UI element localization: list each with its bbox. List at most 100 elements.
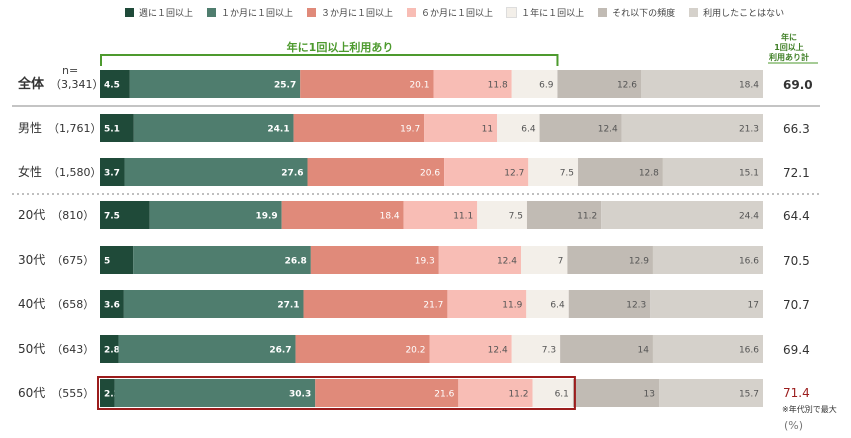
row-label: 60代 （555） [18, 386, 94, 401]
bar-segment [511, 70, 558, 98]
total-column-header: 年に 1回以上 利用あり計 [765, 33, 813, 63]
legend-swatch [207, 7, 217, 17]
row-n: （658） [51, 298, 95, 311]
bar-value-label: 2.8 [104, 346, 120, 356]
bar-value-label: 14 [637, 346, 649, 356]
bar-segment [526, 290, 569, 318]
bar-value-label: 12.3 [626, 301, 646, 311]
bar-segment [650, 290, 763, 318]
bar-value-label: 7.5 [104, 212, 120, 222]
row-label: 男性 （1,761） [18, 121, 102, 136]
row-total-value: 72.1 [783, 166, 810, 180]
bar-value-label: 24.1 [267, 125, 289, 135]
bar-segment [447, 290, 527, 318]
bar-value-label: 16.6 [739, 346, 759, 356]
row-group: 女性 [18, 165, 43, 179]
bar-value-label: 17 [748, 301, 759, 311]
legend-item: それ以下の頻度 [598, 6, 675, 19]
bar-segment [641, 70, 763, 98]
bar-value-label: 7.5 [560, 169, 574, 179]
bar-segment [129, 70, 301, 98]
row-total-value: 69.4 [783, 343, 810, 357]
bar-segment [424, 114, 498, 142]
bar-segment [458, 379, 533, 407]
bar-segment [601, 201, 763, 229]
bar-value-label: 6.9 [539, 81, 554, 91]
total-header-line: 1回以上 [774, 43, 804, 52]
yearly-use-bracket [100, 54, 559, 66]
bar-value-label: 3.7 [104, 169, 120, 179]
row-total-value: 66.3 [783, 122, 810, 136]
row-total-value: 69.0 [783, 78, 813, 92]
bar-value-label: 20.1 [409, 81, 429, 91]
bar-segment [511, 335, 561, 363]
bar-segment [133, 114, 294, 142]
bar-segment [532, 379, 573, 407]
bar-segment [557, 70, 642, 98]
bar-value-label: 26.7 [269, 346, 291, 356]
row-n: （555） [51, 387, 95, 400]
bar-value-label: 19.9 [255, 212, 277, 222]
bar-segment [303, 290, 448, 318]
bar-segment [307, 158, 445, 186]
bar-segment [293, 114, 425, 142]
bar-value-label: 5 [104, 257, 110, 267]
bar-segment [100, 114, 134, 142]
bar-value-label: 21.6 [434, 390, 454, 400]
row-n: （3,341） [50, 78, 104, 91]
bar-segment [659, 379, 763, 407]
row-total-value: 64.4 [783, 209, 810, 223]
bar-segment [526, 201, 602, 229]
bar-segment [123, 290, 304, 318]
bar-segment [315, 379, 459, 407]
bar-segment [100, 335, 119, 363]
bar-value-label: 6.1 [555, 390, 569, 400]
bar-segment [528, 158, 579, 186]
bar-segment [100, 70, 130, 98]
bar-segment [444, 158, 529, 186]
bar-value-label: 12.4 [598, 125, 618, 135]
bar-segment [114, 379, 316, 407]
row-group: 40代 [18, 297, 46, 311]
bar-value-label: 24.4 [739, 212, 759, 222]
row-total-value: 70.7 [783, 298, 810, 312]
bar-segment [568, 290, 651, 318]
bar-value-label: 13 [644, 390, 655, 400]
bar-value-label: 19.7 [400, 125, 420, 135]
bar-value-label: 5.1 [104, 125, 120, 135]
bar-value-label: 18.4 [380, 212, 400, 222]
legend-label: ６か月に１回以上 [421, 8, 494, 19]
legend-label: ３か月に１回以上 [321, 8, 394, 19]
bar-segment [652, 246, 763, 274]
legend-item: ３か月に１回以上 [307, 6, 393, 19]
row-label: 30代 （675） [18, 253, 94, 268]
bar-value-label: 7 [558, 257, 564, 267]
row-n: （1,580） [48, 166, 102, 179]
row-total-value: 71.4 [783, 386, 810, 400]
row-group: 全体 [18, 77, 45, 92]
bar-value-label: 12.7 [504, 169, 524, 179]
bar-value-label: 4.5 [104, 81, 120, 91]
bar-value-label: 12.6 [617, 81, 637, 91]
legend-item: １年に１回以上 [506, 6, 584, 19]
bar-segment [438, 246, 522, 274]
bar-value-label: 30.3 [289, 390, 311, 400]
bar-value-label: 12.4 [488, 346, 508, 356]
bar-segment [100, 246, 134, 274]
row-label: 50代 （643） [18, 342, 94, 357]
bar-segment [300, 70, 434, 98]
bar-value-label: 3.6 [104, 301, 120, 311]
bar-segment [281, 201, 404, 229]
bar-value-label: 20.6 [420, 169, 440, 179]
bar-value-label: 12.8 [639, 169, 659, 179]
bar-value-label: 12.4 [497, 257, 517, 267]
n-header: n= [62, 64, 79, 77]
bar-segment [521, 246, 568, 274]
legend-swatch [506, 6, 518, 18]
bar-value-label: 7.3 [542, 346, 556, 356]
bar-value-label: 15.1 [739, 169, 759, 179]
bar-segment [497, 114, 540, 142]
bar-value-label: 25.7 [274, 81, 296, 91]
legend-label: それ以下の頻度 [612, 8, 676, 19]
